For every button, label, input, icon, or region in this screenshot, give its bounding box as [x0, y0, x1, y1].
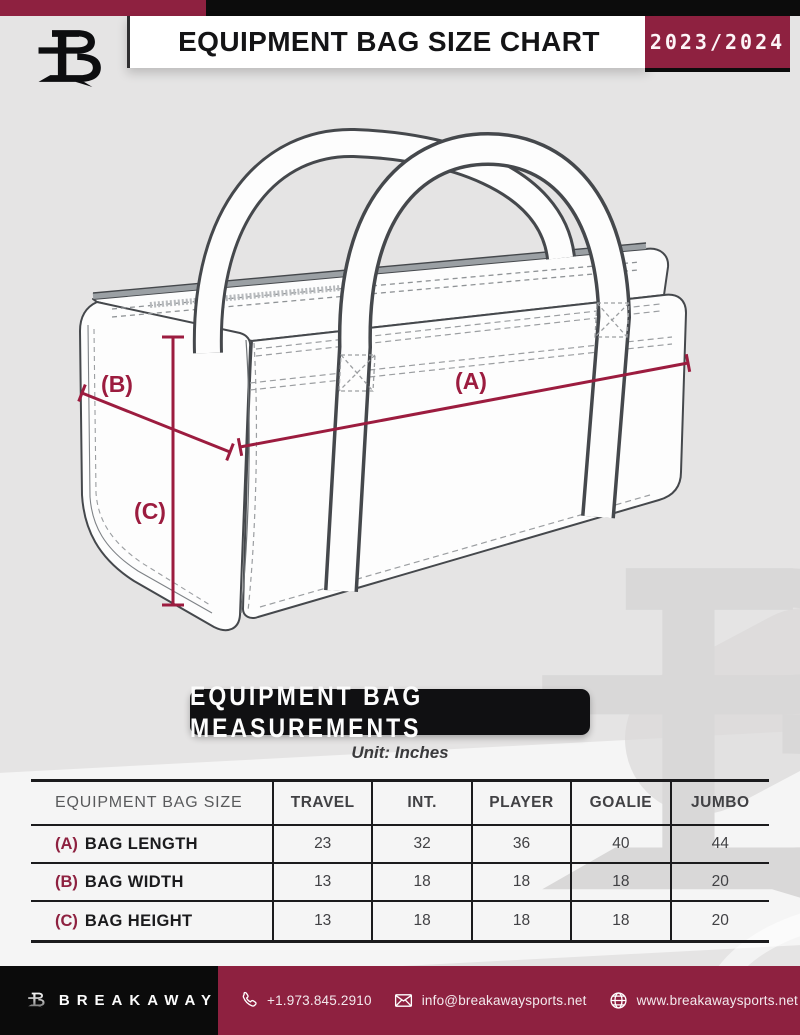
cell-length-travel: 23	[272, 826, 372, 864]
brand-name: BREAKAWAY	[58, 992, 218, 1009]
bottom-stitching	[259, 494, 651, 608]
size-table: EQUIPMENT BAG SIZE TRAVEL INT. PLAYER GO…	[31, 779, 769, 943]
footer: BREAKAWAY +1.973.845.2910 info@breakaway…	[0, 966, 800, 1035]
bag-end-panel	[79, 301, 252, 632]
column-header-int: INT.	[371, 782, 471, 826]
row-label-bag-width: (B) BAG WIDTH	[31, 864, 272, 902]
cell-height-jumbo: 20	[669, 902, 769, 940]
season-label: 2023/2024	[649, 30, 786, 54]
strap-x-stitches	[338, 302, 630, 392]
email-contact[interactable]: info@breakawaysports.net	[393, 990, 587, 1011]
dimension-lines	[77, 335, 692, 607]
season-badge: 2023/2024	[645, 16, 790, 68]
measurements-banner-label: EQUIPMENT BAG MEASUREMENTS	[190, 680, 424, 743]
front-seam-stitching	[249, 303, 673, 391]
table-corner-cell: EQUIPMENT BAG SIZE	[31, 782, 272, 826]
cell-width-jumbo: 20	[669, 864, 769, 902]
breakaway-logo	[38, 30, 101, 87]
dim-label-c: (C)	[134, 498, 166, 524]
cell-width-travel: 13	[272, 864, 372, 902]
cell-width-player: 18	[470, 864, 571, 902]
cell-width-goalie: 18	[570, 864, 670, 902]
cell-length-jumbo: 44	[669, 826, 769, 864]
column-header-goalie: GOALIE	[570, 782, 670, 826]
dim-label-b: (B)	[101, 371, 133, 397]
email-icon	[394, 994, 412, 1007]
column-header-travel: TRAVEL	[272, 782, 372, 826]
top-black-bar	[206, 0, 800, 16]
dim-line-a	[239, 361, 689, 449]
top-maroon-bar	[0, 0, 206, 16]
cell-length-int: 32	[371, 826, 471, 864]
row-label-bag-height: (C) BAG HEIGHT	[55, 911, 193, 930]
website-contact[interactable]: www.breakawaysports.net	[608, 990, 798, 1011]
column-header-jumbo: JUMBO	[669, 782, 769, 826]
cell-height-travel: 13	[272, 902, 371, 940]
zipper-stitching	[111, 261, 641, 318]
phone-number: +1.973.845.2910	[267, 993, 372, 1008]
panel-stitching	[93, 328, 211, 606]
panel-seam	[240, 339, 250, 614]
footer-contacts: +1.973.845.2910 info@breakawaysports.net…	[238, 966, 798, 1035]
cell-height-goalie: 18	[570, 902, 669, 940]
cell-height-int: 18	[371, 902, 470, 940]
breakaway-footer-logo	[28, 992, 45, 1008]
footer-brand-box: BREAKAWAY	[0, 966, 218, 1035]
front-handle-straps	[324, 131, 632, 592]
cell-length-goalie: 40	[570, 826, 670, 864]
panel-seam-stitch	[247, 342, 258, 612]
dim-label-a: (A)	[455, 368, 487, 394]
unit-label: Unit: Inches	[351, 743, 449, 762]
bag-diagram: (A) (B) (C)	[77, 127, 692, 632]
email-address: info@breakawaysports.net	[421, 993, 587, 1008]
rear-handle	[192, 127, 576, 354]
cell-height-player: 18	[470, 902, 570, 940]
phone-icon	[242, 991, 257, 1007]
globe-icon	[609, 992, 627, 1009]
dim-line-b	[81, 391, 231, 454]
title-box: EQUIPMENT BAG SIZE CHART	[127, 16, 648, 68]
website-url: www.breakawaysports.net	[636, 993, 798, 1008]
phone-contact[interactable]: +1.973.845.2910	[238, 990, 372, 1011]
column-header-player: PLAYER	[470, 782, 571, 826]
page-title: EQUIPMENT BAG SIZE CHART	[178, 26, 600, 57]
cell-width-int: 18	[371, 864, 471, 902]
cell-length-player: 36	[470, 826, 571, 864]
panel-piping	[87, 324, 213, 614]
row-label-bag-length: (A) BAG LENGTH	[31, 826, 272, 864]
measurements-banner: EQUIPMENT BAG MEASUREMENTS	[190, 680, 590, 743]
